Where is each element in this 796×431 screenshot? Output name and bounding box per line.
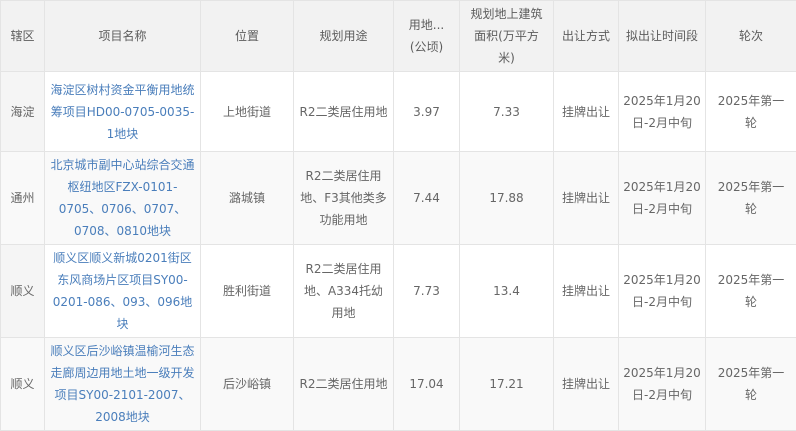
cell-district: 顺义 [1, 338, 45, 431]
cell-use: R2二类居住用地 [294, 72, 394, 152]
cell-location: 胜利街道 [201, 245, 294, 338]
cell-area: 7.44 [394, 152, 460, 245]
table-row: 顺义顺义区后沙峪镇温榆河生态走廊周边用地土地一级开发项目SY00-2101-20… [1, 338, 796, 431]
column-header-round: 轮次 [706, 1, 796, 72]
cell-period: 2025年1月20日-2月中旬 [619, 245, 706, 338]
column-header-use: 规划用途 [294, 1, 394, 72]
header-row: 辖区 项目名称 位置 规划用途 用地... (公顷) 规划地上建筑面积(万平方米… [1, 1, 796, 72]
table-row: 通州北京城市副中心站综合交通枢纽地区FZX-0101-0705、0706、070… [1, 152, 796, 245]
cell-district: 海淀 [1, 72, 45, 152]
cell-use: R2二类居住用地、F3其他类多功能用地 [294, 152, 394, 245]
cell-gfa: 7.33 [460, 72, 554, 152]
cell-round: 2025年第一轮 [706, 72, 796, 152]
cell-location: 上地街道 [201, 72, 294, 152]
cell-use: R2二类居住用地、A334托幼用地 [294, 245, 394, 338]
cell-round: 2025年第一轮 [706, 245, 796, 338]
column-header-location: 位置 [201, 1, 294, 72]
cell-use: R2二类居住用地 [294, 338, 394, 431]
column-header-project: 项目名称 [45, 1, 201, 72]
cell-project: 顺义区后沙峪镇温榆河生态走廊周边用地土地一级开发项目SY00-2101-2007… [45, 338, 201, 431]
cell-area: 17.04 [394, 338, 460, 431]
cell-gfa: 13.4 [460, 245, 554, 338]
project-link[interactable]: 海淀区树村资金平衡用地统筹项目HD00-0705-0035-1地块 [50, 83, 194, 141]
project-link[interactable]: 顺义区顺义新城0201街区东风商场片区项目SY00-0201-086、093、0… [53, 251, 193, 331]
column-header-period: 拟出让时间段 [619, 1, 706, 72]
cell-period: 2025年1月20日-2月中旬 [619, 338, 706, 431]
cell-project: 顺义区顺义新城0201街区东风商场片区项目SY00-0201-086、093、0… [45, 245, 201, 338]
project-link[interactable]: 顺义区后沙峪镇温榆河生态走廊周边用地土地一级开发项目SY00-2101-2007… [50, 344, 194, 424]
project-link[interactable]: 北京城市副中心站综合交通枢纽地区FZX-0101-0705、0706、0707、… [50, 158, 194, 238]
column-header-method: 出让方式 [554, 1, 619, 72]
cell-method: 挂牌出让 [554, 245, 619, 338]
table-row: 顺义顺义区顺义新城0201街区东风商场片区项目SY00-0201-086、093… [1, 245, 796, 338]
cell-district: 通州 [1, 152, 45, 245]
cell-project: 北京城市副中心站综合交通枢纽地区FZX-0101-0705、0706、0707、… [45, 152, 201, 245]
cell-method: 挂牌出让 [554, 152, 619, 245]
cell-round: 2025年第一轮 [706, 152, 796, 245]
cell-area: 7.73 [394, 245, 460, 338]
cell-district: 顺义 [1, 245, 45, 338]
cell-area: 3.97 [394, 72, 460, 152]
cell-period: 2025年1月20日-2月中旬 [619, 72, 706, 152]
column-header-area: 用地... (公顷) [394, 1, 460, 72]
cell-gfa: 17.88 [460, 152, 554, 245]
column-header-gfa: 规划地上建筑面积(万平方米) [460, 1, 554, 72]
cell-method: 挂牌出让 [554, 72, 619, 152]
cell-round: 2025年第一轮 [706, 338, 796, 431]
cell-period: 2025年1月20日-2月中旬 [619, 152, 706, 245]
table-header: 辖区 项目名称 位置 规划用途 用地... (公顷) 规划地上建筑面积(万平方米… [1, 1, 796, 72]
cell-gfa: 17.21 [460, 338, 554, 431]
cell-location: 潞城镇 [201, 152, 294, 245]
cell-project: 海淀区树村资金平衡用地统筹项目HD00-0705-0035-1地块 [45, 72, 201, 152]
cell-location: 后沙峪镇 [201, 338, 294, 431]
cell-method: 挂牌出让 [554, 338, 619, 431]
column-header-district: 辖区 [1, 1, 45, 72]
